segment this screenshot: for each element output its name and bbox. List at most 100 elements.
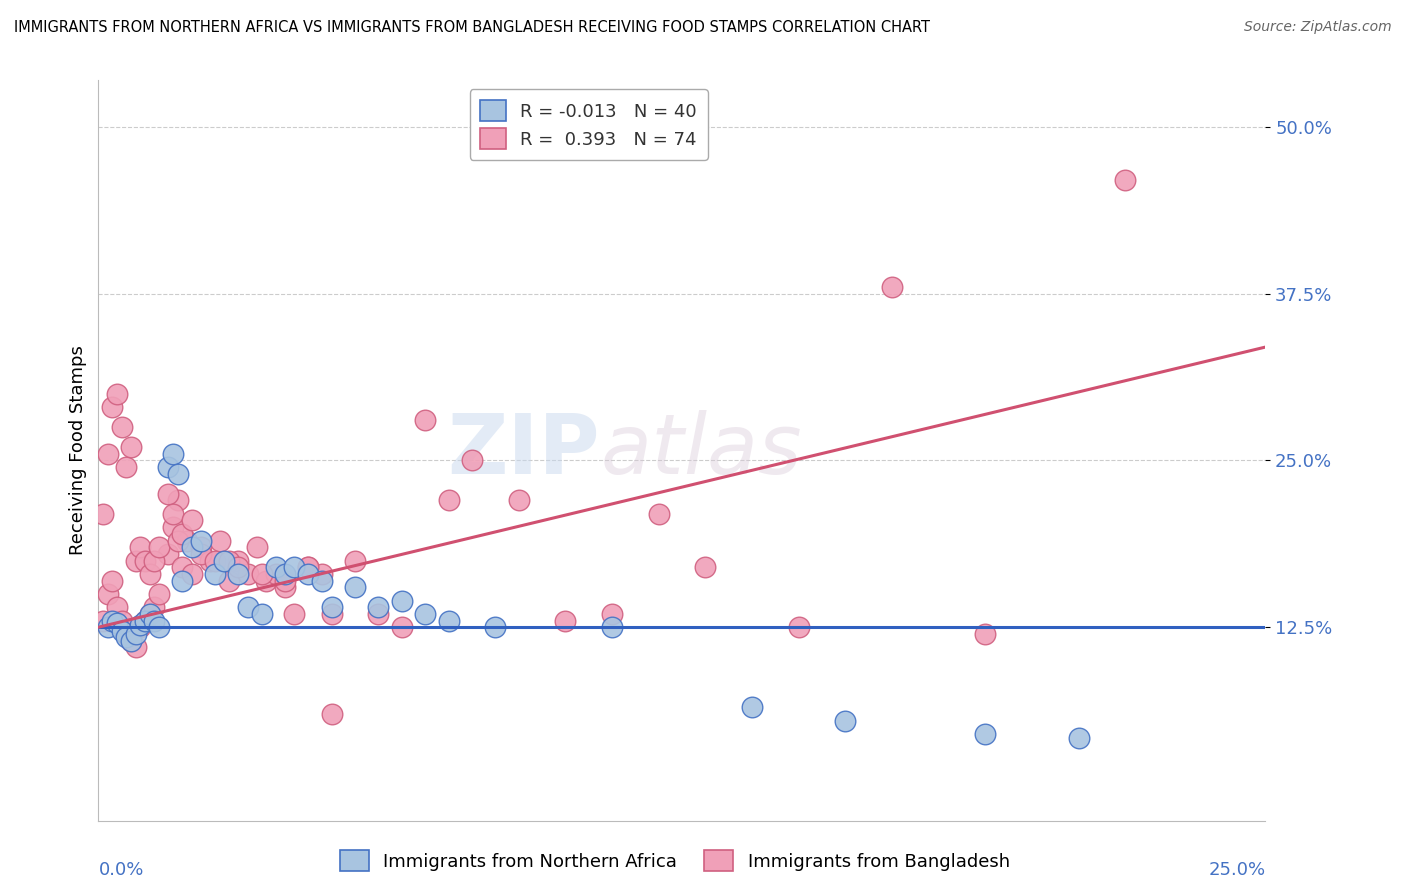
- Point: [508, 493, 530, 508]
- Point: [162, 507, 184, 521]
- Point: [115, 460, 138, 475]
- Point: [134, 614, 156, 628]
- Point: [143, 553, 166, 567]
- Point: [190, 547, 212, 561]
- Point: [120, 633, 142, 648]
- Point: [129, 617, 152, 632]
- Point: [101, 400, 124, 414]
- Point: [600, 607, 623, 621]
- Point: [974, 727, 997, 741]
- Point: [157, 487, 180, 501]
- Point: [600, 620, 623, 634]
- Text: 25.0%: 25.0%: [1208, 862, 1265, 880]
- Point: [125, 627, 148, 641]
- Point: [741, 700, 763, 714]
- Point: [311, 574, 333, 588]
- Legend: R = -0.013   N = 40, R =  0.393   N = 74: R = -0.013 N = 40, R = 0.393 N = 74: [470, 89, 707, 160]
- Point: [162, 520, 184, 534]
- Point: [344, 580, 367, 594]
- Point: [129, 540, 152, 554]
- Point: [264, 560, 287, 574]
- Point: [321, 706, 343, 721]
- Point: [321, 607, 343, 621]
- Point: [367, 607, 389, 621]
- Point: [172, 560, 194, 574]
- Point: [367, 600, 389, 615]
- Point: [274, 580, 297, 594]
- Point: [246, 540, 269, 554]
- Point: [228, 566, 250, 581]
- Point: [214, 553, 236, 567]
- Point: [148, 620, 170, 634]
- Point: [125, 640, 148, 655]
- Point: [139, 607, 162, 621]
- Point: [125, 553, 148, 567]
- Text: Source: ZipAtlas.com: Source: ZipAtlas.com: [1244, 20, 1392, 34]
- Point: [264, 566, 287, 581]
- Text: 0.0%: 0.0%: [98, 862, 143, 880]
- Point: [139, 566, 162, 581]
- Point: [250, 566, 273, 581]
- Point: [190, 533, 212, 548]
- Point: [321, 600, 343, 615]
- Point: [120, 633, 142, 648]
- Point: [218, 553, 240, 567]
- Point: [297, 566, 319, 581]
- Point: [180, 540, 202, 554]
- Point: [148, 587, 170, 601]
- Point: [143, 600, 166, 615]
- Point: [143, 614, 166, 628]
- Point: [111, 624, 134, 639]
- Point: [91, 507, 114, 521]
- Point: [311, 566, 333, 581]
- Point: [162, 447, 184, 461]
- Point: [437, 614, 460, 628]
- Point: [274, 566, 297, 581]
- Point: [554, 614, 576, 628]
- Point: [880, 280, 903, 294]
- Point: [974, 627, 997, 641]
- Point: [834, 714, 856, 728]
- Point: [647, 507, 669, 521]
- Point: [101, 614, 124, 628]
- Point: [204, 553, 226, 567]
- Point: [139, 607, 162, 621]
- Point: [172, 526, 194, 541]
- Text: ZIP: ZIP: [447, 410, 600, 491]
- Point: [111, 420, 134, 434]
- Point: [105, 386, 128, 401]
- Point: [204, 566, 226, 581]
- Point: [236, 566, 259, 581]
- Point: [200, 553, 222, 567]
- Point: [787, 620, 810, 634]
- Point: [228, 553, 250, 567]
- Text: IMMIGRANTS FROM NORTHERN AFRICA VS IMMIGRANTS FROM BANGLADESH RECEIVING FOOD STA: IMMIGRANTS FROM NORTHERN AFRICA VS IMMIG…: [14, 20, 929, 35]
- Point: [391, 620, 413, 634]
- Point: [148, 540, 170, 554]
- Point: [115, 627, 138, 641]
- Point: [283, 607, 305, 621]
- Point: [180, 566, 202, 581]
- Point: [208, 533, 231, 548]
- Point: [413, 607, 436, 621]
- Point: [437, 493, 460, 508]
- Point: [344, 553, 367, 567]
- Point: [413, 413, 436, 427]
- Point: [274, 574, 297, 588]
- Point: [105, 616, 128, 631]
- Point: [115, 630, 138, 644]
- Text: atlas: atlas: [600, 410, 801, 491]
- Legend: Immigrants from Northern Africa, Immigrants from Bangladesh: Immigrants from Northern Africa, Immigra…: [333, 843, 1017, 879]
- Point: [250, 607, 273, 621]
- Point: [283, 560, 305, 574]
- Point: [190, 540, 212, 554]
- Point: [461, 453, 484, 467]
- Point: [1114, 173, 1136, 187]
- Point: [129, 620, 152, 634]
- Point: [157, 460, 180, 475]
- Point: [218, 574, 240, 588]
- Point: [97, 447, 120, 461]
- Point: [91, 614, 114, 628]
- Point: [176, 533, 198, 548]
- Point: [166, 467, 188, 481]
